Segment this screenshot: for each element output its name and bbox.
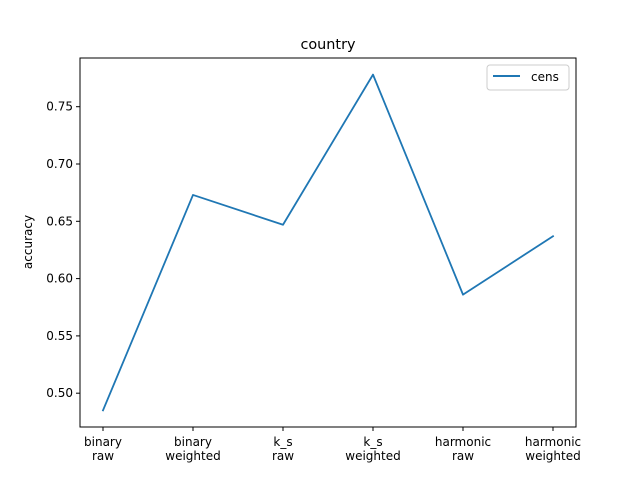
x-tick-label: k_s raw	[272, 435, 294, 463]
series-layer	[101, 73, 555, 412]
x-tick-label: k_s weighted	[345, 435, 400, 463]
y-tick-label: 0.55	[46, 329, 73, 343]
y-tick-label: 0.75	[46, 100, 73, 114]
x-axis: binary raw binary weighted k_s raw k_s weighted…	[84, 427, 581, 463]
x-tick-label: binary raw	[84, 435, 122, 463]
x-tick-label: harmonic weighted	[525, 435, 581, 463]
legend-box	[486, 64, 570, 91]
y-tick-label: 0.60	[46, 272, 73, 286]
series-line-cens	[101, 73, 555, 412]
legend: cens	[486, 64, 570, 91]
chart-title: country	[300, 37, 356, 53]
y-tick-label: 0.50	[46, 386, 73, 400]
y-axis-label: accuracy	[21, 215, 35, 269]
plot-area: 0.500.550.600.650.700.75 binary rawbinary…	[46, 57, 581, 463]
y-tick-label: 0.70	[46, 157, 73, 171]
y-tick-label: 0.65	[46, 214, 73, 228]
legend-label-cens: cens	[531, 70, 559, 84]
axes-frame	[79, 57, 577, 428]
x-tick-label: binary weighted	[165, 435, 220, 463]
x-tick-label: harmonic raw	[435, 435, 491, 463]
y-axis: 0.50 0.55 0.60 0.65 0.70 0.75	[46, 100, 80, 400]
